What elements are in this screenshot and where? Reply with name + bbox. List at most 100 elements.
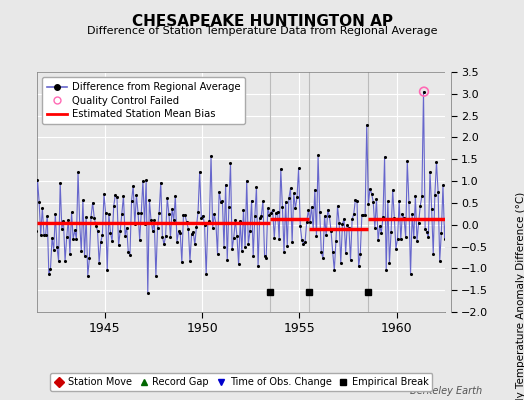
Point xyxy=(346,257,355,263)
Point xyxy=(105,210,113,217)
Point xyxy=(72,236,81,242)
Point xyxy=(256,214,264,221)
Point xyxy=(171,193,180,200)
Point xyxy=(272,210,280,216)
Point xyxy=(422,229,431,236)
Point xyxy=(343,222,352,228)
Point xyxy=(301,238,309,245)
Point xyxy=(71,227,79,234)
Point xyxy=(374,237,383,244)
Point xyxy=(213,251,222,257)
Point xyxy=(294,165,303,171)
Point xyxy=(106,230,115,236)
Point xyxy=(390,214,398,221)
Point xyxy=(411,193,420,200)
Point xyxy=(311,186,319,193)
Point xyxy=(92,222,100,229)
Point xyxy=(428,205,436,212)
Point xyxy=(77,248,85,254)
Point xyxy=(440,236,449,242)
Point xyxy=(102,210,110,216)
Point xyxy=(58,226,66,232)
Point xyxy=(212,220,220,227)
Point xyxy=(348,216,356,223)
Point xyxy=(332,238,340,244)
Point xyxy=(188,231,196,237)
Point xyxy=(405,199,413,206)
Point xyxy=(290,190,298,197)
Point xyxy=(184,226,192,232)
Point xyxy=(403,158,411,165)
Point xyxy=(317,249,325,256)
Point xyxy=(46,266,54,272)
Point xyxy=(233,233,241,239)
Point xyxy=(395,198,403,204)
Point xyxy=(157,179,165,186)
Point xyxy=(40,232,48,238)
Point xyxy=(309,226,318,232)
Point xyxy=(223,257,232,264)
Point xyxy=(27,204,35,210)
Point xyxy=(200,221,209,228)
Point xyxy=(254,263,262,269)
Point xyxy=(110,203,118,209)
Point xyxy=(239,206,248,213)
Point xyxy=(244,240,253,247)
Point xyxy=(431,192,439,198)
Point xyxy=(363,122,371,128)
Point xyxy=(259,198,267,204)
Point xyxy=(420,88,428,95)
Point xyxy=(93,228,102,234)
Point xyxy=(413,238,421,244)
Point xyxy=(275,236,283,242)
Point xyxy=(372,196,380,202)
Point xyxy=(51,211,60,217)
Point xyxy=(429,250,438,257)
Point xyxy=(98,232,106,238)
Point xyxy=(327,228,335,234)
Point xyxy=(95,259,103,266)
Point xyxy=(176,230,184,236)
Point xyxy=(154,225,162,232)
Point xyxy=(215,188,223,195)
Point xyxy=(278,204,287,210)
Point xyxy=(121,232,129,239)
Point xyxy=(388,187,397,193)
Point xyxy=(230,235,238,241)
Point xyxy=(243,178,251,184)
Point xyxy=(114,242,123,248)
Point xyxy=(437,229,445,236)
Point xyxy=(442,210,451,216)
Point xyxy=(268,207,277,213)
Point xyxy=(447,223,455,230)
Point xyxy=(202,271,210,278)
Point xyxy=(209,224,217,231)
Point xyxy=(247,197,256,204)
Point xyxy=(351,196,359,203)
Point xyxy=(163,194,171,201)
Point xyxy=(338,221,346,228)
Point xyxy=(49,247,58,253)
Point xyxy=(179,211,188,218)
Point xyxy=(342,250,350,256)
Point xyxy=(293,194,301,200)
Point xyxy=(401,234,410,240)
Legend: Station Move, Record Gap, Time of Obs. Change, Empirical Break: Station Move, Record Gap, Time of Obs. C… xyxy=(50,373,432,391)
Point xyxy=(315,209,324,215)
Point xyxy=(252,184,260,190)
Point xyxy=(324,206,332,213)
Point xyxy=(257,212,266,219)
Point xyxy=(288,238,296,245)
Point xyxy=(260,253,269,259)
Point xyxy=(333,203,342,209)
Point xyxy=(265,211,274,218)
Point xyxy=(414,219,423,226)
Point xyxy=(132,192,140,198)
Point xyxy=(174,228,183,235)
Text: Berkeley Earth: Berkeley Earth xyxy=(410,386,482,396)
Point xyxy=(181,212,189,219)
Point xyxy=(325,213,334,220)
Point xyxy=(319,255,327,261)
Text: Monthly Temperature Anomaly Difference (°C): Monthly Temperature Anomaly Difference (… xyxy=(516,192,524,400)
Point xyxy=(178,259,186,265)
